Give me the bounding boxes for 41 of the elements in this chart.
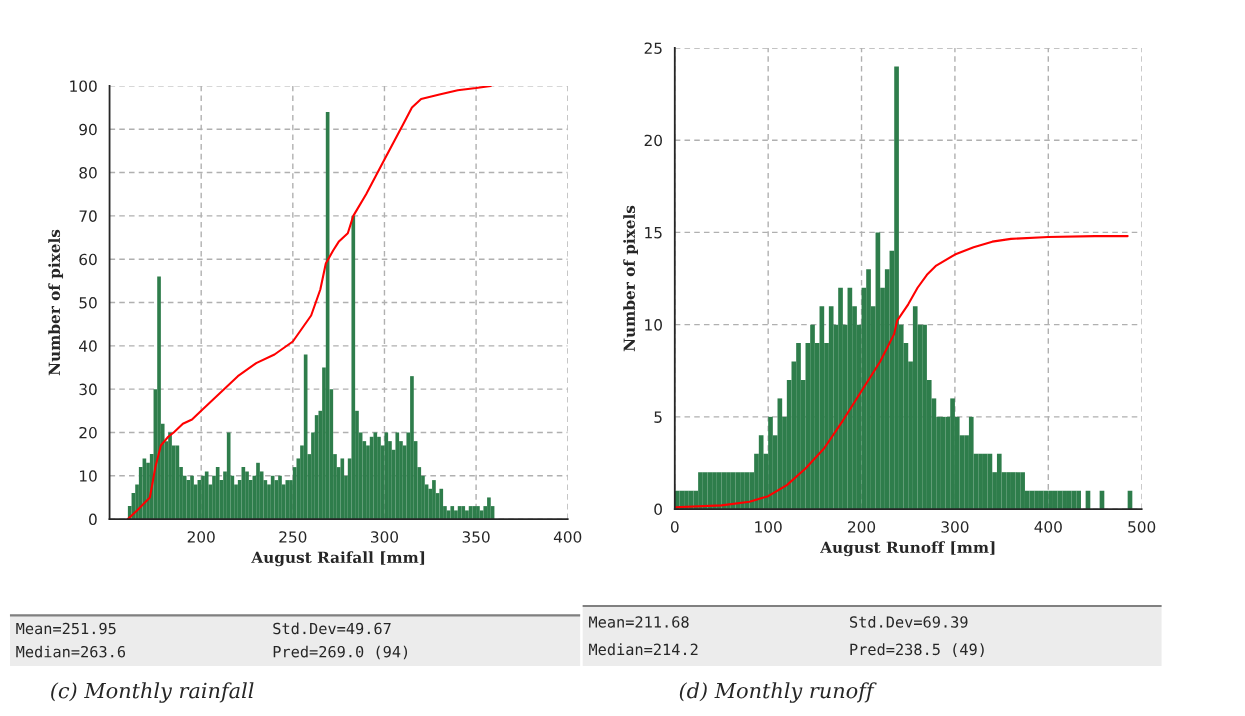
x-tick-label: 400 — [553, 531, 582, 543]
text: (d) Monthly runoff — [679, 682, 877, 703]
y-axis-title: Number of pixels — [48, 229, 64, 376]
x-tick-label: 300 — [941, 521, 969, 533]
y-tick-label: 60 — [79, 253, 97, 266]
y-tick-label: 80 — [79, 167, 97, 179]
y-tick-label: 50 — [79, 296, 97, 309]
y-tick-label: 100 — [70, 80, 97, 92]
text: Std.Dev=49.67 — [273, 622, 391, 635]
x-tick-label: 200 — [848, 521, 876, 533]
y-tick-label: 10 — [645, 319, 662, 331]
x-axis-title: August Runoff [mm] — [820, 541, 995, 557]
x-axis-title: August Raifall [mm] — [251, 551, 425, 567]
x-tick-label: 200 — [187, 531, 215, 543]
text: Median=263.6 — [16, 645, 126, 658]
y-tick-label: 20 — [79, 426, 97, 439]
text: Pred=269.0 (94) — [273, 645, 408, 660]
text: Median=214.2 — [589, 643, 698, 656]
x-tick-label: 400 — [1034, 521, 1062, 533]
x-tick-label: 350 — [462, 531, 490, 543]
x-tick-label: 500 — [1128, 521, 1156, 533]
x-tick-label: 100 — [755, 521, 782, 533]
text: (c) Monthly rainfall — [51, 682, 254, 703]
text: Pred=238.5 (49) — [850, 643, 984, 657]
text: Mean=211.68 — [589, 616, 689, 628]
y-tick-label: 5 — [654, 411, 662, 423]
y-tick-label: 0 — [654, 503, 662, 516]
y-tick-label: 15 — [645, 227, 662, 239]
y-tick-label: 70 — [79, 210, 97, 222]
text: Mean=251.95 — [16, 622, 116, 635]
x-tick-label: 0 — [670, 521, 679, 533]
y-axis-title: Number of pixels — [623, 205, 638, 352]
y-tick-label: 10 — [79, 470, 97, 482]
y-tick-label: 40 — [79, 340, 97, 352]
y-tick-label: 20 — [644, 134, 662, 147]
y-tick-label: 30 — [79, 383, 97, 396]
text: Std.Dev=69.39 — [850, 615, 968, 628]
x-tick-label: 300 — [371, 531, 399, 543]
x-tick-label: 250 — [279, 531, 307, 543]
y-tick-label: 90 — [79, 123, 97, 136]
y-tick-label: 25 — [644, 42, 662, 54]
